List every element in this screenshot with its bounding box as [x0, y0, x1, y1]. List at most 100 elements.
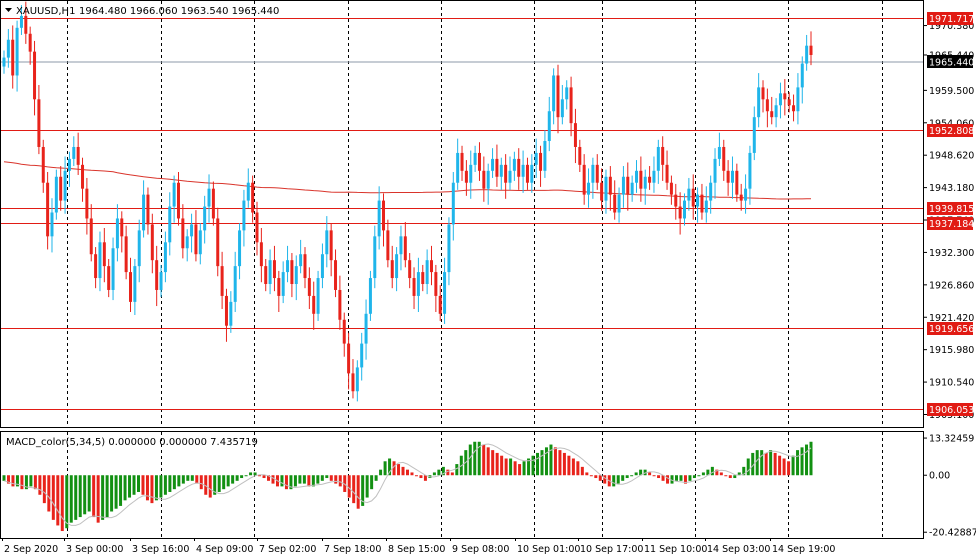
macd-bar-86 — [388, 458, 392, 476]
candle-body-29 — [129, 272, 133, 302]
macd-bar-105 — [473, 441, 477, 476]
candle-body-177 — [774, 105, 778, 118]
candle-body-52 — [229, 301, 233, 326]
macd-axis: 13.32459 0.00 -20.428875 — [924, 434, 976, 539]
macd-bar-123 — [553, 447, 557, 476]
candle-body-118 — [517, 158, 521, 177]
macd-bar-145 — [652, 475, 656, 477]
macd-bar-173 — [778, 455, 782, 476]
macd-bar-27 — [123, 475, 127, 501]
candle-body-130 — [569, 87, 573, 124]
level-label-bg-5 — [927, 403, 973, 416]
candle-body-101 — [443, 272, 447, 314]
candle-body-95 — [416, 272, 420, 296]
level-label-2: 1939.815 — [929, 204, 974, 215]
candle-body-4 — [19, 15, 23, 28]
candle-body-91 — [399, 236, 403, 255]
macd-bar-117 — [527, 458, 531, 476]
macd-bar-30 — [137, 475, 140, 492]
candle-body-107 — [469, 164, 473, 183]
candle-body-48 — [211, 188, 215, 219]
macd-bar-6 — [29, 475, 33, 487]
macd-bar-109 — [491, 450, 495, 476]
candle-body-42 — [185, 236, 189, 249]
candle-body-39 — [172, 182, 176, 207]
macd-bar-42 — [190, 475, 194, 481]
candle-body-83 — [364, 313, 368, 344]
candle-body-44 — [194, 224, 198, 255]
time-label-4: 7 Sep 02:00 — [259, 544, 316, 555]
candle-body-135 — [591, 164, 595, 183]
candle-body-26 — [115, 218, 119, 249]
candle-body-73 — [320, 254, 324, 279]
macd-bar-144 — [648, 472, 652, 476]
candle-body-110 — [482, 170, 486, 189]
candle-body-92 — [403, 236, 407, 261]
candle-body-88 — [386, 230, 390, 261]
candle-body-89 — [390, 260, 394, 279]
candle-body-182 — [796, 87, 800, 112]
macd-bar-70 — [316, 475, 320, 484]
candle-body-24 — [107, 266, 111, 290]
candle-body-31 — [137, 230, 141, 267]
candle-body-183 — [800, 63, 804, 88]
candle-body-84 — [368, 278, 372, 314]
level-label-bg-1 — [927, 124, 973, 137]
current-price-tag-background — [927, 55, 973, 68]
candle-body-112 — [491, 158, 495, 171]
macd-bar-120 — [540, 450, 544, 476]
time-label-12: 14 Sep 19:00 — [772, 544, 835, 555]
macd-bar-122 — [549, 444, 553, 476]
macd-bar-8 — [38, 475, 42, 495]
macd-bar-132 — [594, 475, 598, 479]
symbol-menu-triangle-icon[interactable] — [5, 8, 12, 12]
macd-bar-96 — [432, 472, 436, 476]
candle-body-70 — [307, 278, 311, 296]
candle-body-27 — [120, 218, 124, 237]
time-label-8: 10 Sep 01:00 — [517, 544, 580, 555]
macd-bar-62 — [280, 475, 284, 487]
macd-bar-26 — [119, 475, 123, 506]
horizontal-levels — [0, 18, 924, 410]
candle-body-53 — [233, 266, 237, 302]
macd-bar-148 — [666, 475, 670, 484]
candle-body-5 — [24, 15, 28, 34]
candle-body-171 — [748, 152, 752, 189]
candle-body-136 — [595, 164, 599, 183]
macd-bar-16 — [74, 475, 78, 520]
macd-bar-156 — [701, 472, 705, 476]
candle-body-152 — [665, 164, 669, 183]
macd-bar-64 — [289, 475, 293, 490]
candle-body-157 — [687, 188, 691, 201]
macd-bar-44 — [199, 475, 203, 490]
macd-bar-142 — [639, 469, 643, 476]
candle-body-113 — [495, 158, 499, 177]
level-label-3: 1937.184 — [929, 219, 974, 230]
macd-tick-label-2: -20.428875 — [929, 528, 976, 539]
candle-body-138 — [604, 176, 608, 201]
macd-bar-168 — [755, 450, 759, 476]
candle-body-67 — [294, 266, 298, 285]
ohlc-values: 1964.480 1966.060 1963.540 1965.440 — [79, 6, 279, 17]
candle-body-60 — [264, 266, 268, 285]
candle-body-21 — [94, 254, 98, 279]
candle-body-145 — [635, 170, 639, 183]
candle-body-181 — [792, 105, 796, 112]
macd-bar-101 — [455, 464, 459, 476]
time-label-7: 9 Sep 08:00 — [452, 544, 509, 555]
macd-bar-29 — [132, 475, 136, 495]
macd-bar-89 — [401, 466, 405, 476]
candle-body-153 — [669, 182, 673, 195]
macd-bar-73 — [329, 475, 333, 481]
macd-bar-49 — [222, 475, 226, 490]
macd-bar-9 — [42, 475, 46, 504]
candle-body-2 — [11, 39, 15, 76]
macd-bar-83 — [374, 475, 378, 481]
candle-body-172 — [752, 117, 756, 153]
macd-bar-118 — [531, 455, 535, 476]
candle-body-64 — [281, 272, 285, 296]
candle-body-45 — [198, 230, 202, 255]
candle-body-62 — [272, 260, 276, 279]
macd-bar-178 — [800, 447, 804, 476]
